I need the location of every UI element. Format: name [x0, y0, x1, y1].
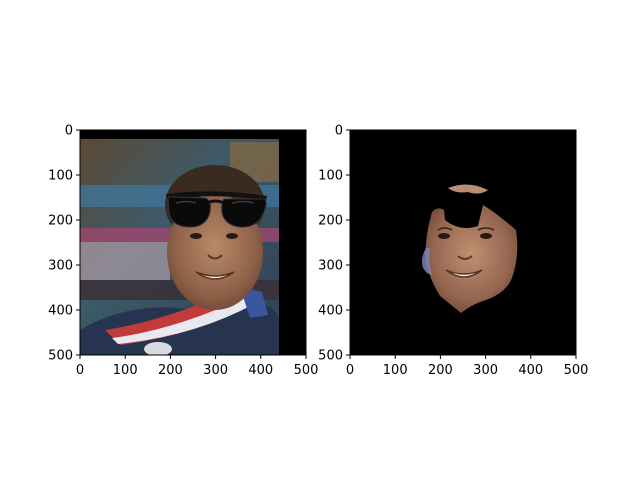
left-y-tick-label: 0 [65, 124, 73, 139]
right-axes-frame [349, 129, 577, 356]
right-panel: 0 100 200 300 400 500 0 100 200 300 400 500 [318, 124, 588, 379]
left-y-tick-label: 500 [48, 349, 73, 364]
right-x-tick-label: 100 [383, 363, 408, 378]
right-y-tick-label: 200 [318, 214, 343, 229]
sunglasses-overlay [166, 191, 267, 228]
left-y-tick-label: 300 [48, 259, 73, 274]
right-x-tick-label: 0 [346, 363, 354, 378]
right-y-tick-label: 100 [318, 169, 343, 184]
left-x-tick-label: 100 [113, 363, 138, 378]
left-y-tick-label: 400 [48, 304, 73, 319]
left-x-tick-label: 200 [158, 363, 183, 378]
right-x-tick-label: 500 [564, 363, 589, 378]
left-x-tick-label: 300 [203, 363, 228, 378]
right-x-tick-label: 200 [428, 363, 453, 378]
right-y-ticks: 0 100 200 300 400 500 [318, 124, 350, 364]
left-x-ticks: 0 100 200 300 400 500 [76, 355, 319, 378]
left-x-tick-label: 400 [248, 363, 273, 378]
right-y-tick-label: 300 [318, 259, 343, 274]
right-x-ticks: 0 100 200 300 400 500 [346, 355, 589, 378]
right-image [350, 130, 576, 355]
right-y-tick-label: 500 [318, 349, 343, 364]
left-x-tick-label: 0 [76, 363, 84, 378]
left-x-tick-label: 500 [294, 363, 319, 378]
left-y-tick-label: 200 [48, 214, 73, 229]
left-image [80, 130, 306, 355]
right-y-tick-label: 0 [335, 124, 343, 139]
left-y-ticks: 0 100 200 300 400 500 [48, 124, 80, 364]
right-x-tick-label: 400 [518, 363, 543, 378]
right-x-tick-label: 300 [473, 363, 498, 378]
left-panel: 0 100 200 300 400 500 0 100 200 300 400 500 [48, 124, 318, 379]
left-axes-frame [79, 129, 307, 356]
right-y-tick-label: 400 [318, 304, 343, 319]
left-y-tick-label: 100 [48, 169, 73, 184]
